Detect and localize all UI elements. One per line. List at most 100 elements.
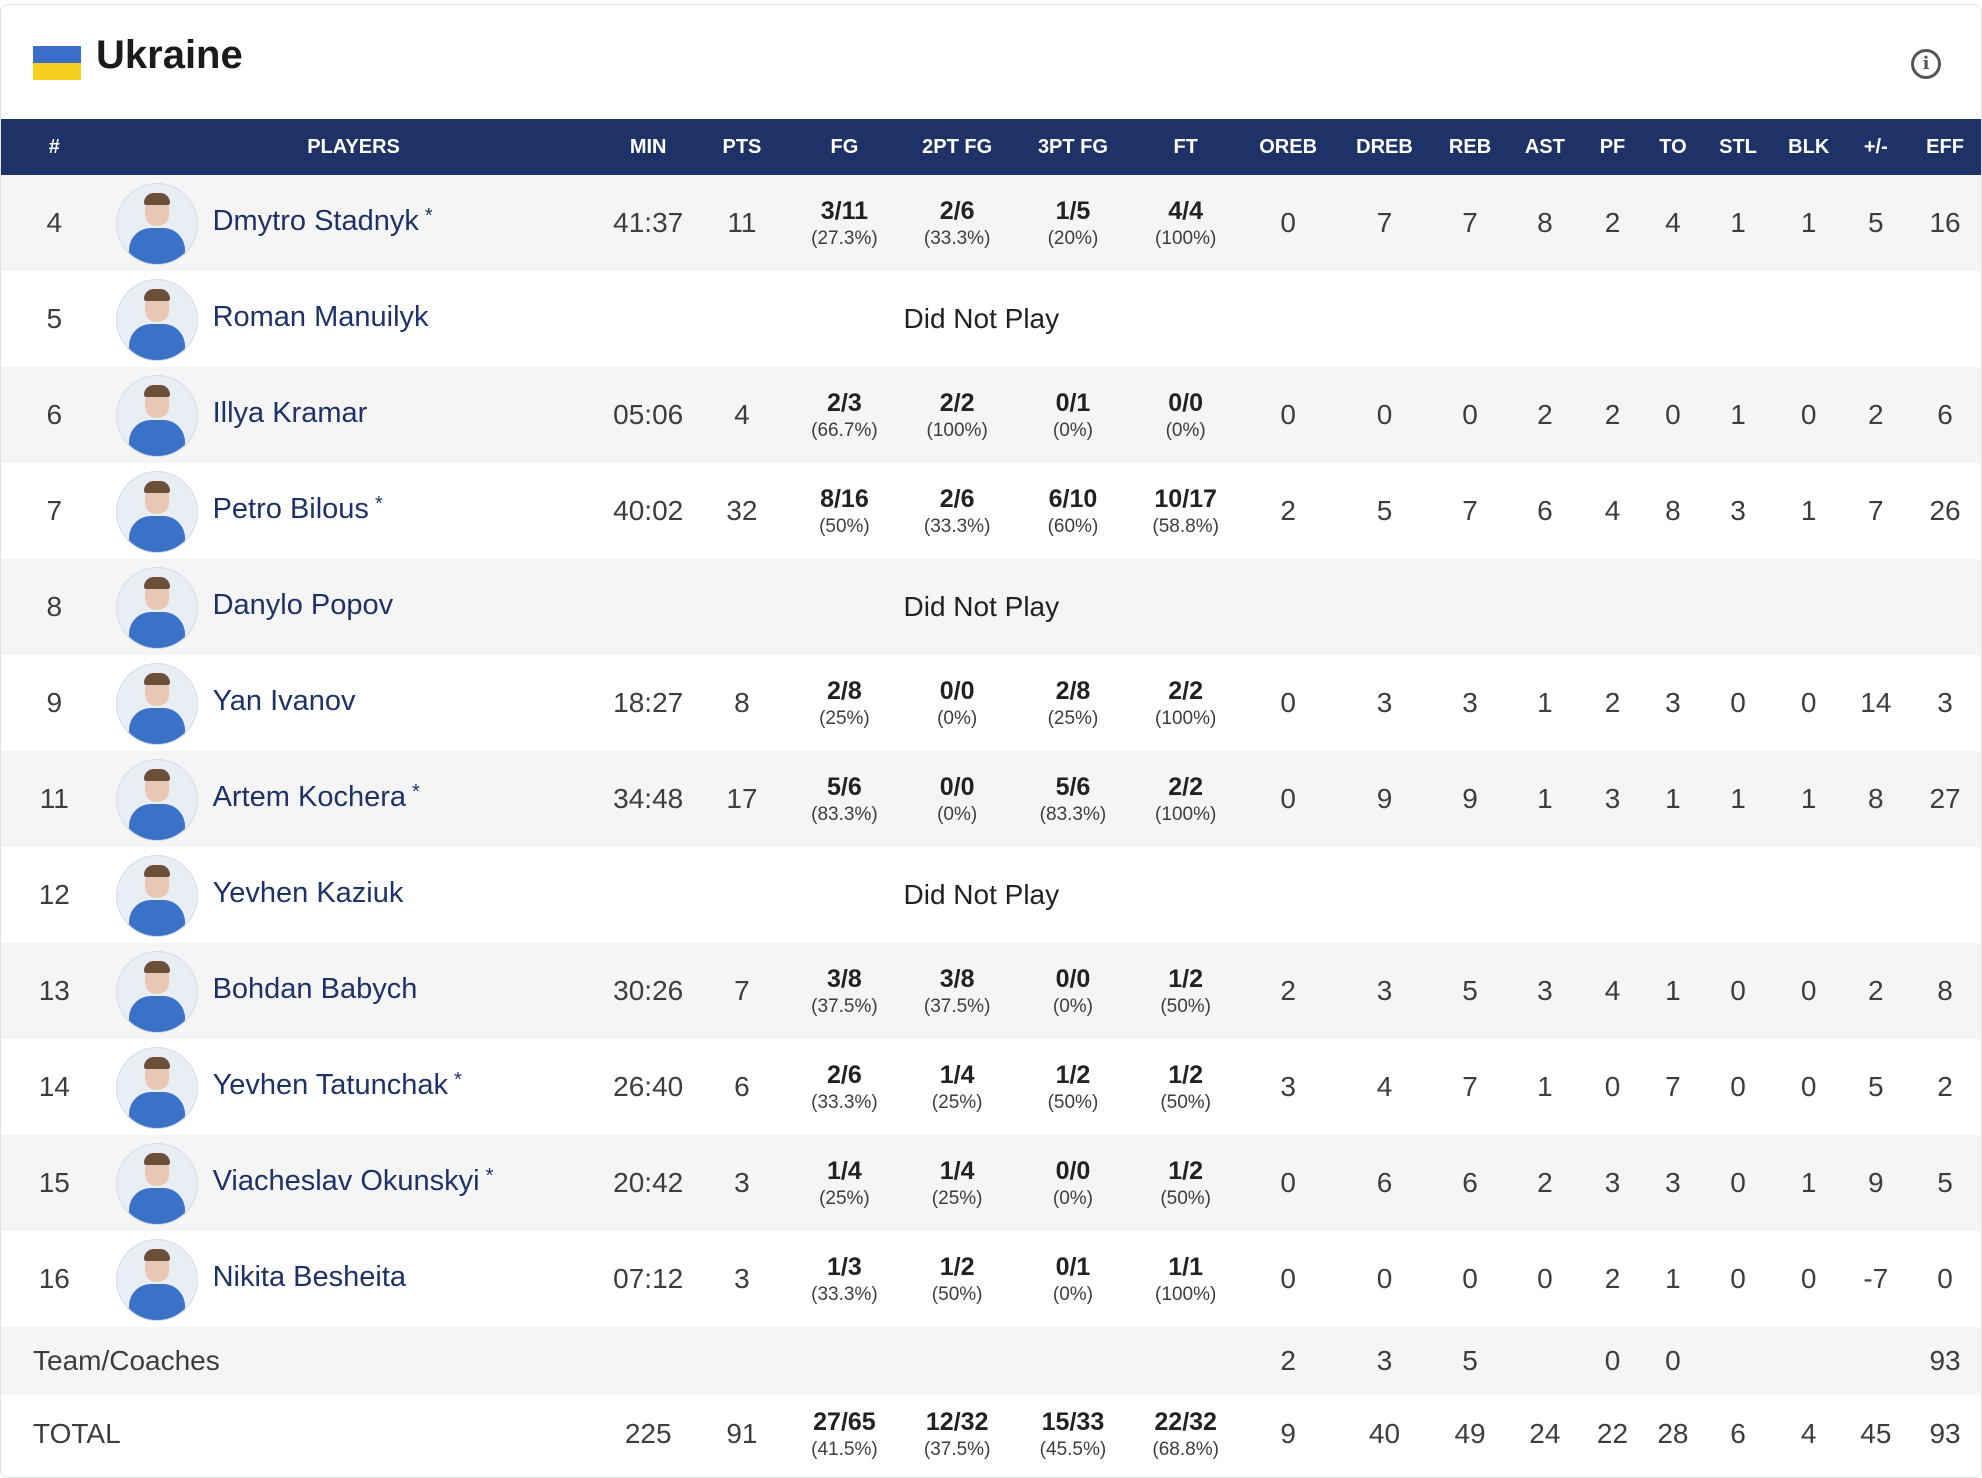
stat-to: 1 xyxy=(1644,943,1702,1039)
fg-made: 2/3 xyxy=(827,388,862,417)
column-header-dreb[interactable]: DREB xyxy=(1338,119,1431,175)
fg-pct: (25%) xyxy=(819,1187,870,1209)
player-name-link[interactable]: Roman Manuilyk xyxy=(212,301,429,333)
boxscore-card: Ukraine i # PLAYERS MIN PTS FG 2PT FG 3PT FG FT… xyxy=(0,4,1982,1478)
stat-pf: 4 xyxy=(1580,943,1645,1039)
player-name-link[interactable]: Yevhen Tatunchak * xyxy=(212,1069,462,1101)
team-stat-to: 0 xyxy=(1644,1327,1702,1395)
column-header-3pt-fg[interactable]: 3PT FG xyxy=(1012,119,1134,175)
column-header-stl[interactable]: STL xyxy=(1701,119,1775,175)
jersey-number: 16 xyxy=(1,1231,108,1327)
column-header-to[interactable]: TO xyxy=(1644,119,1702,175)
stat-stl: 3 xyxy=(1701,463,1775,559)
column-header-pts[interactable]: PTS xyxy=(696,119,788,175)
player-name-link[interactable]: Dmytro Stadnyk * xyxy=(212,205,433,237)
player-cell: Artem Kochera * xyxy=(107,751,600,847)
player-avatar xyxy=(115,855,198,937)
player-name-link[interactable]: Artem Kochera * xyxy=(212,781,420,813)
total-fg: 27/65 (41.5%) xyxy=(787,1395,902,1473)
player-name-link[interactable]: Illya Kramar xyxy=(212,397,368,429)
fg: 8/16 (50%) xyxy=(787,463,902,559)
stat-eff: 16 xyxy=(1909,175,1981,271)
stat-oreb: 3 xyxy=(1237,1039,1339,1135)
stat-reb: 6 xyxy=(1430,1135,1510,1231)
stat-pm: -7 xyxy=(1842,1231,1910,1327)
player-name-link[interactable]: Yevhen Kaziuk xyxy=(212,877,404,909)
team-stat-pm xyxy=(1842,1327,1910,1395)
stat-stl: 1 xyxy=(1701,175,1775,271)
fg3-pct: (0%) xyxy=(1052,1283,1093,1305)
fg2-made: 1/4 xyxy=(939,1156,975,1185)
jersey-number: 6 xyxy=(1,367,108,463)
player-name-link[interactable]: Bohdan Babych xyxy=(212,973,418,1005)
column-header-pf[interactable]: PF xyxy=(1580,119,1645,175)
player-name-link[interactable]: Yan Ivanov xyxy=(212,685,356,717)
player-name-link[interactable]: Danylo Popov xyxy=(212,589,394,621)
fg3-pct: (60%) xyxy=(1047,515,1099,537)
stat-ast: 1 xyxy=(1509,751,1581,847)
player-cell: Dmytro Stadnyk * xyxy=(107,175,600,271)
jersey-number: 8 xyxy=(1,559,108,655)
stat-dreb: 0 xyxy=(1338,1231,1431,1327)
ft-made: 2/2 xyxy=(1168,772,1204,801)
column-header-reb[interactable]: REB xyxy=(1430,119,1510,175)
column-header-fg[interactable]: FG xyxy=(787,119,902,175)
stat-oreb: 0 xyxy=(1237,367,1339,463)
ft: 10/17 (58.8%) xyxy=(1133,463,1238,559)
ft-pct: (50%) xyxy=(1160,1091,1212,1113)
jersey-number: 9 xyxy=(1,655,108,751)
column-header-oreb[interactable]: OREB xyxy=(1237,119,1339,175)
fg-made: 8/16 xyxy=(820,484,869,513)
player-avatar xyxy=(115,567,198,649)
table-row: 9 Yan Ivanov 18:27 8 2/8 (25%) 0/0 (0%) 2/8 (25%)… xyxy=(1,655,1981,751)
player-name-link[interactable]: Petro Bilous * xyxy=(212,493,383,525)
stat-pm: 14 xyxy=(1842,655,1910,751)
stat-dreb: 3 xyxy=(1338,655,1431,751)
did-not-play-label: Did Not Play xyxy=(903,591,1060,622)
column-header-number[interactable]: # xyxy=(1,119,108,175)
minutes: 18:27 xyxy=(599,655,697,751)
fg2-made: 3/8 xyxy=(939,964,975,993)
starter-marker: * xyxy=(412,781,420,803)
total-ft-pct: (68.8%) xyxy=(1152,1438,1219,1460)
fg-made: 2/6 xyxy=(827,1060,862,1089)
fg3: 0/0 (0%) xyxy=(1012,1135,1134,1231)
column-header-blk[interactable]: BLK xyxy=(1774,119,1843,175)
stat-blk: 1 xyxy=(1774,1135,1843,1231)
info-icon[interactable]: i xyxy=(1911,49,1941,79)
column-header-eff[interactable]: EFF xyxy=(1909,119,1981,175)
player-name-link[interactable]: Viacheslav Okunskyi * xyxy=(212,1165,494,1197)
ft-pct: (100%) xyxy=(1155,707,1217,729)
fg2-pct: (50%) xyxy=(931,1283,983,1305)
ft-made: 1/2 xyxy=(1168,964,1204,993)
column-header-ft[interactable]: FT xyxy=(1133,119,1238,175)
column-header-players[interactable]: PLAYERS xyxy=(107,119,600,175)
team-stat-pf: 0 xyxy=(1580,1327,1645,1395)
stat-blk: 0 xyxy=(1774,655,1843,751)
column-header-ast[interactable]: AST xyxy=(1509,119,1581,175)
ft-made: 4/4 xyxy=(1168,196,1204,225)
did-not-play-label: Did Not Play xyxy=(903,303,1060,334)
did-not-play-cell: Did Not Play xyxy=(599,559,1981,655)
column-header-num[interactable]: +/- xyxy=(1842,119,1910,175)
ft-pct: (100%) xyxy=(1155,227,1217,249)
fg3-pct: (83.3%) xyxy=(1039,803,1107,825)
ft-made: 2/2 xyxy=(1168,676,1204,705)
ft-pct: (100%) xyxy=(1155,803,1217,825)
fg2-pct: (33.3%) xyxy=(923,227,991,249)
points: 6 xyxy=(696,1039,788,1135)
total-stat-dreb: 40 xyxy=(1338,1395,1431,1473)
team-stat-stl xyxy=(1701,1327,1775,1395)
column-header-min[interactable]: MIN xyxy=(599,119,697,175)
fg: 2/6 (33.3%) xyxy=(787,1039,902,1135)
stat-blk: 1 xyxy=(1774,463,1843,559)
column-header-2pt-fg[interactable]: 2PT FG xyxy=(901,119,1013,175)
points: 17 xyxy=(696,751,788,847)
team-title: Ukraine xyxy=(96,33,243,77)
player-name-link[interactable]: Nikita Besheita xyxy=(212,1261,407,1293)
fg3-made: 5/6 xyxy=(1055,772,1091,801)
stat-pm: 5 xyxy=(1842,175,1910,271)
fg3: 0/0 (0%) xyxy=(1012,943,1134,1039)
stat-oreb: 2 xyxy=(1237,943,1339,1039)
fg2-pct: (0%) xyxy=(937,803,978,825)
